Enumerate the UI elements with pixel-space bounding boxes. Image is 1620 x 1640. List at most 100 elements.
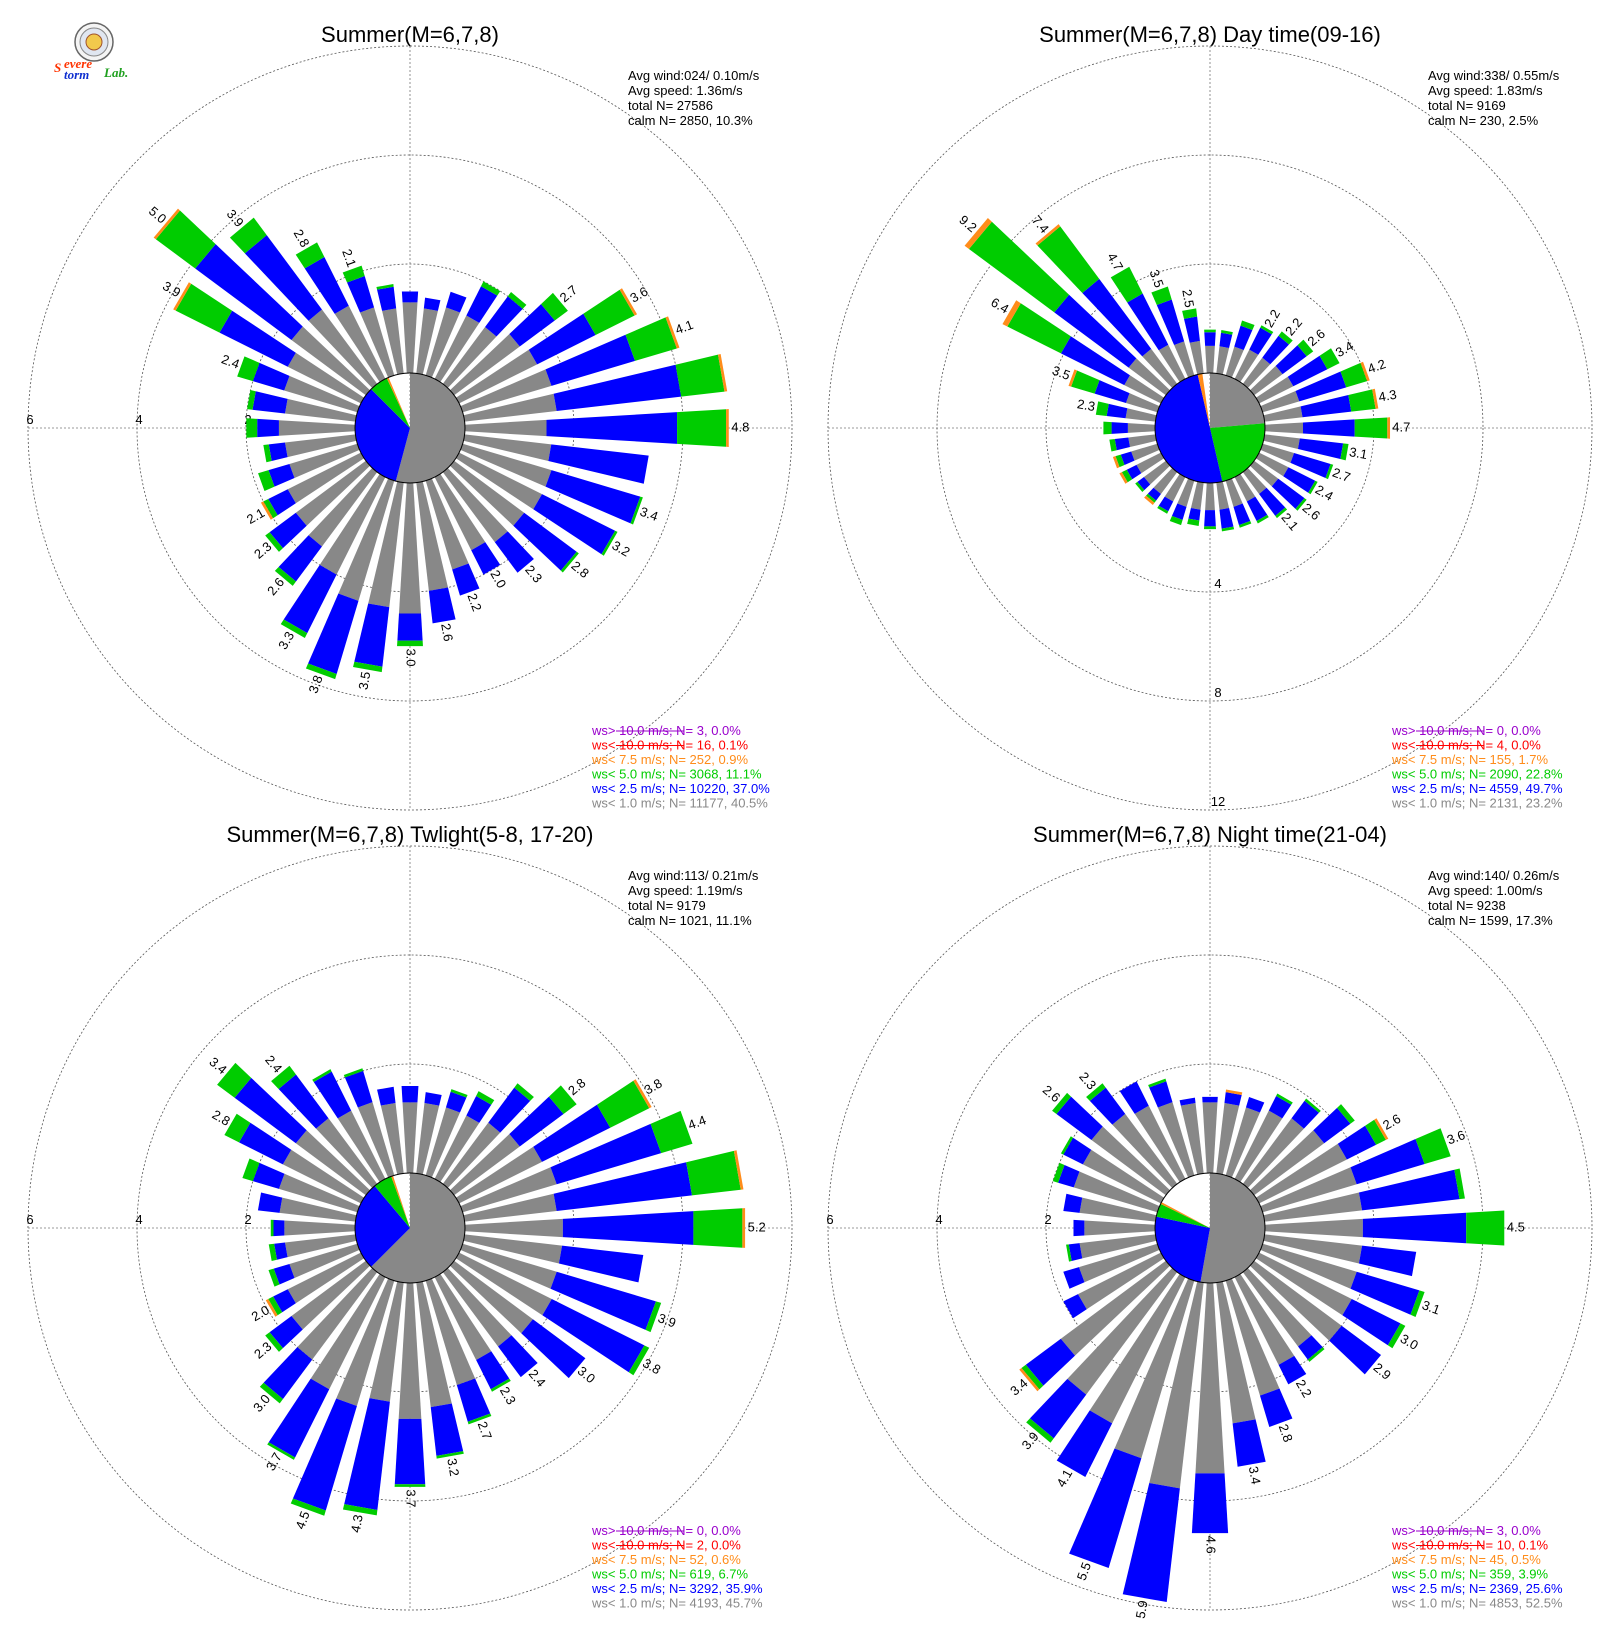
bar-segment-lt25 <box>528 313 596 365</box>
bar-segment-lt5 <box>514 1083 534 1101</box>
bar-label: 4.7 <box>1392 419 1410 434</box>
bar-segment-lt1 <box>338 478 395 601</box>
bar-label: 2.8 <box>1276 1422 1296 1444</box>
stats-line: calm N= 1021, 11.1% <box>628 913 752 928</box>
bar-segment-lt5 <box>259 1382 283 1404</box>
bar-segment-lt75 <box>1112 456 1120 469</box>
bar-label: 2.2 <box>464 591 484 613</box>
bar-segment-lt1 <box>1060 1260 1171 1356</box>
ring-label: 6 <box>26 412 33 427</box>
bar-segment-lt25 <box>1063 1267 1085 1289</box>
bar-segment-lt25 <box>1302 419 1355 437</box>
bar-segment-lt1 <box>455 452 543 510</box>
bar-segment-lt25 <box>354 603 390 667</box>
bar-segment-lt25 <box>1082 278 1152 357</box>
bar-segment-lt1 <box>1234 473 1256 502</box>
stats-line: Avg wind:140/ 0.26m/s <box>1428 868 1560 883</box>
bar-label: 4.1 <box>673 317 695 337</box>
legend-entry: ws< 5.0 m/s; N= 3068, 11.1% <box>591 767 762 782</box>
bar-segment-lt25 <box>1204 510 1216 527</box>
bar-segment-lt25 <box>1060 336 1130 386</box>
calm-pie-slice <box>1155 1216 1210 1283</box>
bar-segment-lt5 <box>217 1062 252 1098</box>
bar-segment-lt25 <box>1058 1165 1080 1188</box>
bar-segment-lt5 <box>1157 505 1169 514</box>
bar-segment-lt5 <box>1145 493 1157 503</box>
bar-segment-lt1 <box>1082 1149 1165 1204</box>
bar-segment-lt25 <box>548 444 649 484</box>
bar-segment-lt25 <box>1068 1243 1083 1261</box>
bar-segment-lt5 <box>175 283 233 333</box>
bar-segment-lt5 <box>675 354 725 397</box>
bar-segment-lt5 <box>1037 226 1100 294</box>
bar-segment-lt5 <box>267 1442 296 1460</box>
bar-segment-lt1 <box>289 443 360 478</box>
bar-label: 2.6 <box>1380 1111 1403 1133</box>
bar-segment-lt75 <box>717 353 728 392</box>
bar-segment-lt1 <box>1073 1171 1160 1213</box>
bar-label: 4.6 <box>1204 1536 1219 1554</box>
bar-segment-lt25 <box>521 1319 586 1379</box>
calm-pie-slice <box>371 378 410 428</box>
logo-letter-s: S <box>54 60 61 75</box>
bar-label: 2.2 <box>1293 1377 1315 1400</box>
bar-segment-lt1 <box>442 1122 501 1189</box>
wind-rose-panel: Summer(M=6,7,8) Day time(09-16) 4 8 12 2.2 2.… <box>827 22 1593 811</box>
bar-segment-lt1 <box>434 315 480 383</box>
bar-segment-lt5 <box>1238 520 1252 528</box>
bar-segment-lt75 <box>1387 417 1391 439</box>
bar-segment-lt25 <box>273 1263 295 1285</box>
bar-segment-lt25 <box>1191 1473 1229 1534</box>
bar-segment-lt25 <box>1063 1193 1083 1213</box>
bar-segment-lt25 <box>1259 1388 1293 1427</box>
bar-segment-lt1 <box>455 1252 552 1316</box>
bar-segment-lt5 <box>1340 362 1368 388</box>
legend-entry: ws< 2.5 m/s; N= 3292, 35.9% <box>591 1581 763 1596</box>
bar-segment-lt25 <box>1156 299 1185 346</box>
bar-segment-lt25 <box>269 512 307 549</box>
bar-segment-lt25 <box>1300 395 1352 418</box>
legend-entry: ws< 5.0 m/s; N= 359, 3.9% <box>1391 1567 1549 1582</box>
bar-segment-lt1 <box>337 1110 386 1183</box>
bar-segment-lt25 <box>1106 403 1128 419</box>
legend-entry: ws< 1.0 m/s; N= 4193, 45.7% <box>591 1596 763 1611</box>
bar-segment-lt5 <box>1086 1083 1106 1101</box>
bar-segment-lt1 <box>287 1252 365 1304</box>
bar-segment-lt1 <box>425 1107 460 1178</box>
bar-segment-lt25 <box>558 1245 644 1283</box>
bar-segment-lt5 <box>693 1208 743 1248</box>
bar-segment-lt1 <box>1255 1252 1352 1316</box>
bar-segment-lt5 <box>258 470 275 491</box>
bar-segment-lt25 <box>1029 1378 1087 1439</box>
ring-label: 8 <box>1214 685 1221 700</box>
bar-segment-lt1 <box>434 1273 492 1361</box>
bar-segment-lt25 <box>553 1162 693 1212</box>
ring-label: 6 <box>826 1212 833 1227</box>
bar-segment-lt5 <box>1203 526 1217 530</box>
stats-line: total N= 9169 <box>1428 98 1506 113</box>
bar-segment-lt25 <box>1283 467 1316 493</box>
bar-segment-lt5 <box>394 1484 426 1487</box>
bar-segment-lt1 <box>1216 1281 1256 1424</box>
bar-segment-lt5 <box>265 532 283 552</box>
bar-segment-lt5 <box>1182 308 1198 319</box>
bar-segment-lt25 <box>509 1096 564 1147</box>
bar-segment-lt5 <box>1240 320 1255 331</box>
bar-segment-lt5 <box>507 291 527 309</box>
bar-segment-lt5 <box>650 1110 693 1154</box>
bar-segment-lt1 <box>1091 1126 1171 1196</box>
bar-label: 5.9 <box>1133 1599 1151 1619</box>
bar-segment-lt25 <box>445 291 467 313</box>
bar-label: 5.0 <box>146 203 169 226</box>
calm-pie-slice <box>371 1172 466 1283</box>
bar-segment-lt5 <box>305 663 337 680</box>
bar-segment-lt25 <box>509 304 555 347</box>
bar-segment-lt1 <box>297 1267 378 1360</box>
bar-segment-lt1 <box>1234 1273 1295 1365</box>
calm-circle <box>354 1172 466 1284</box>
bar-segment-lt5 <box>263 498 278 519</box>
bar-segment-lt75 <box>742 1208 746 1248</box>
bar-segment-lt5 <box>1135 481 1145 493</box>
bar-segment-lt5 <box>1337 1104 1355 1124</box>
bar-segment-lt5 <box>1276 1093 1293 1105</box>
